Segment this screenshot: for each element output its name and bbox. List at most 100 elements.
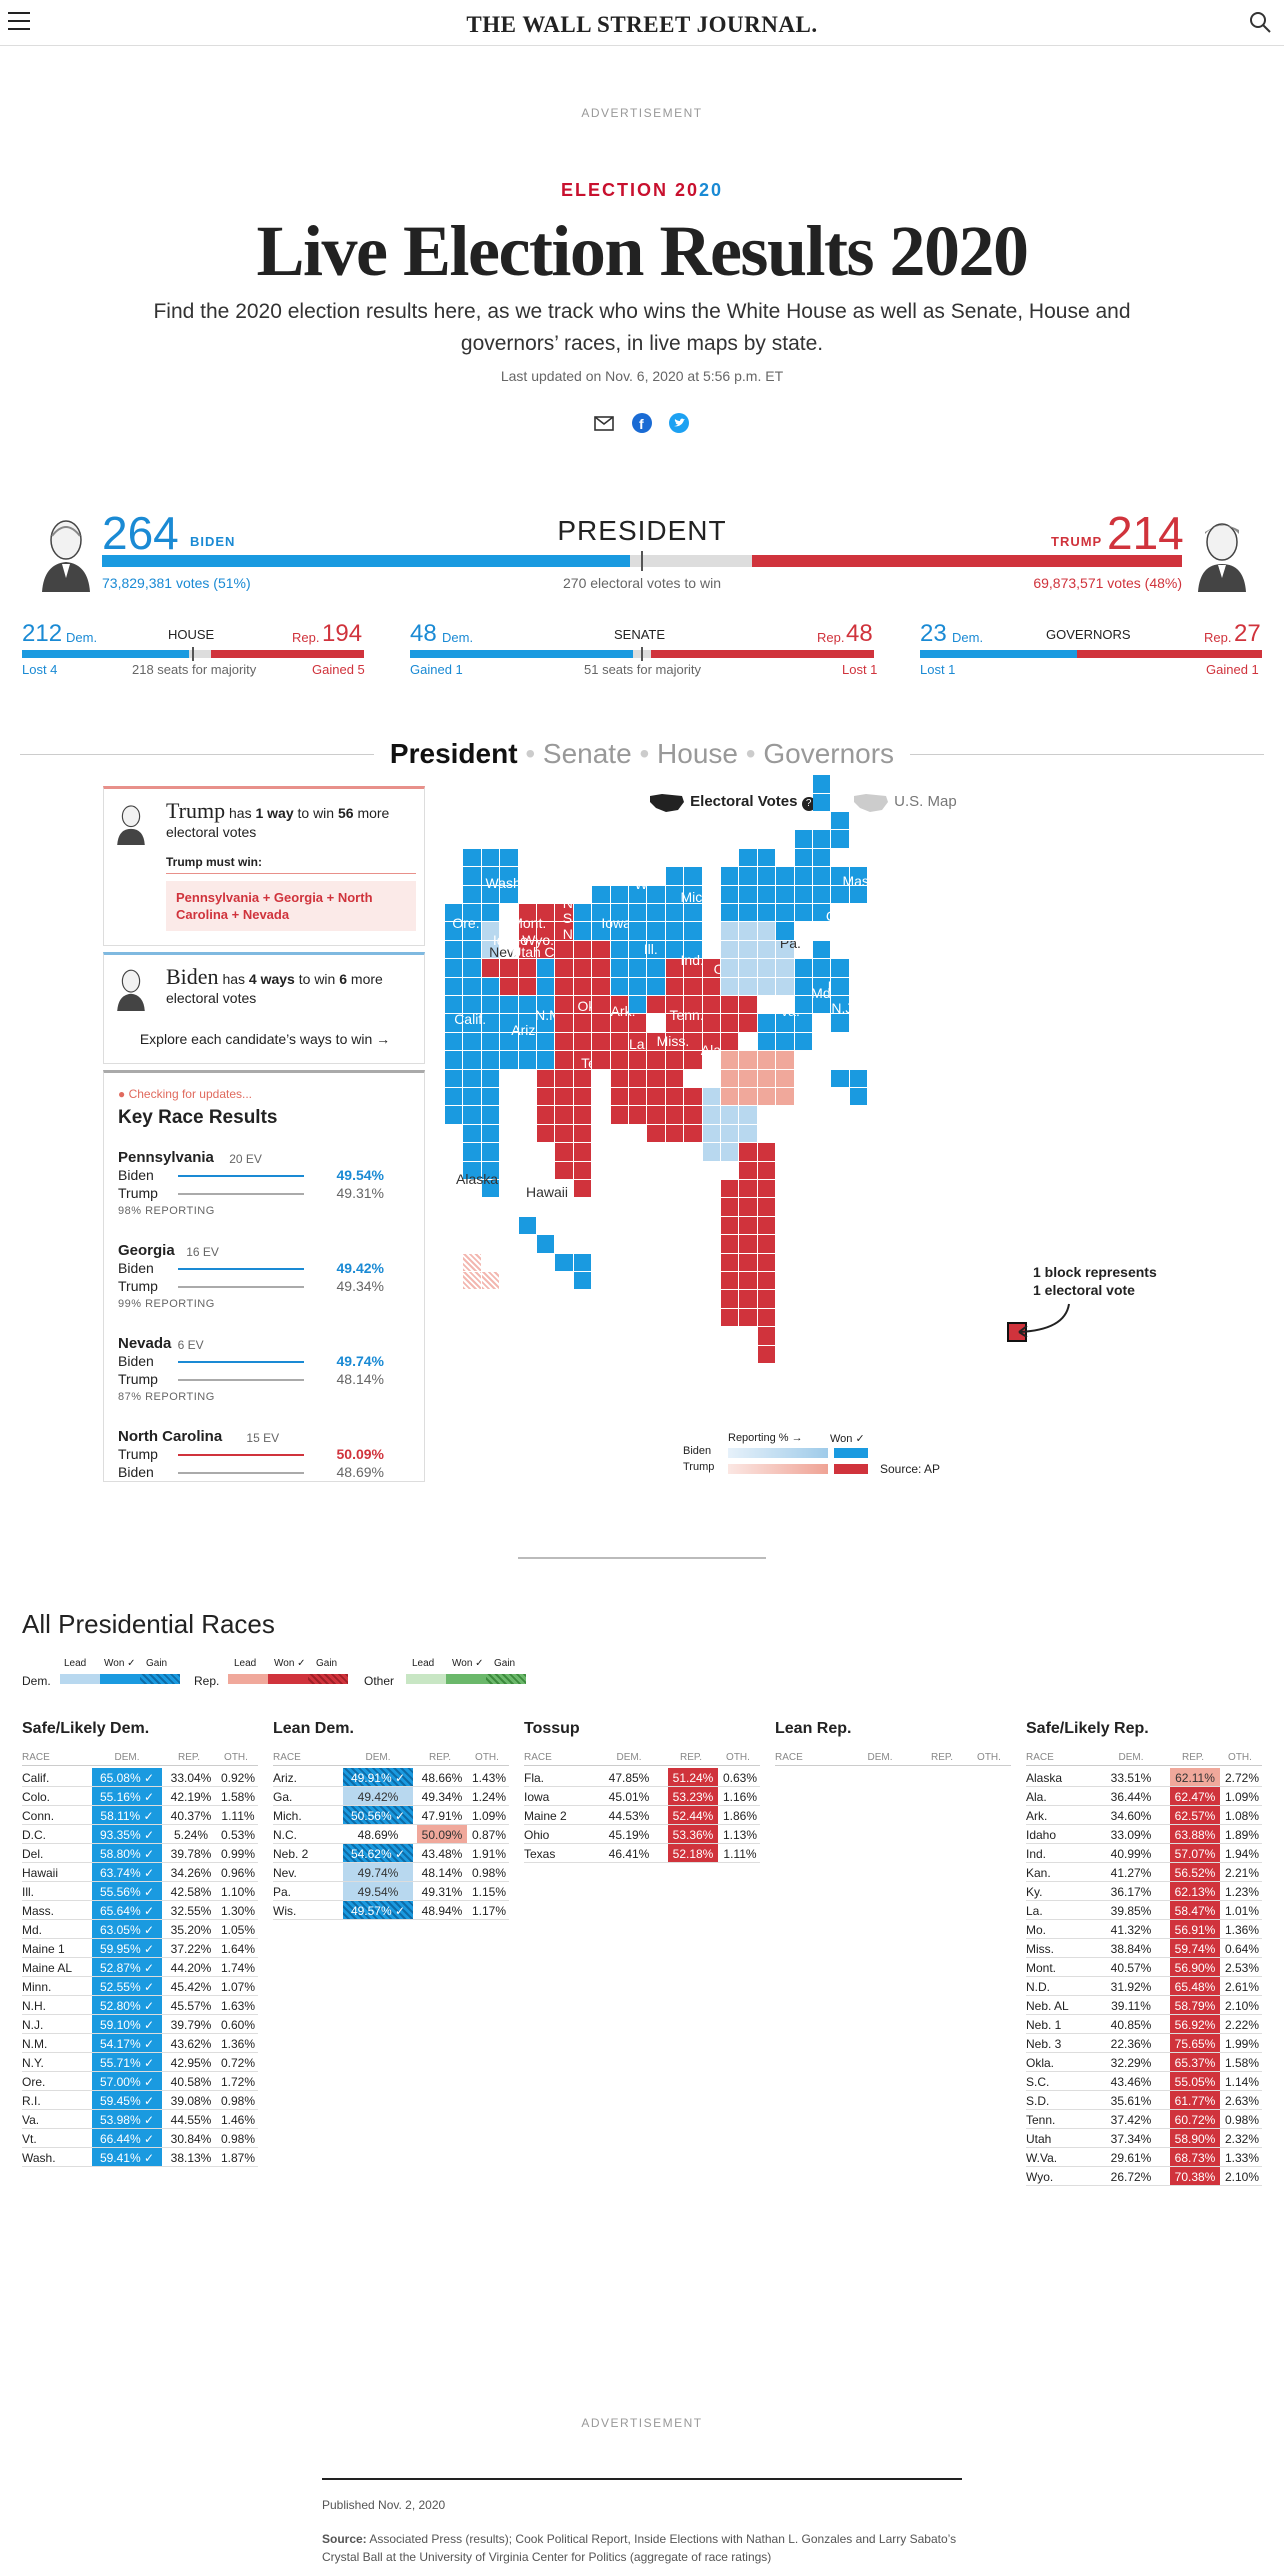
race-row[interactable]: Neb. 1 40.85% 56.92% ✓ 2.22% [1026,2015,1262,2034]
ev-block[interactable] [463,978,481,996]
race-row[interactable]: Ind. 40.99% 57.07% ✓ 1.94% [1026,1844,1262,1863]
state-label[interactable]: Ore. [452,915,479,931]
ev-block[interactable] [482,959,500,977]
race-row[interactable]: Ill. 55.56% ✓ 42.58% 1.10% [22,1882,258,1901]
ev-block[interactable] [813,830,831,848]
state-label[interactable]: R.I. [857,904,879,920]
ev-block[interactable] [555,941,573,959]
race-row[interactable]: W.Va. 29.61% 68.73% ✓ 1.33% [1026,2148,1262,2167]
ev-block[interactable] [647,886,665,904]
ev-block[interactable] [758,904,776,922]
ev-block[interactable] [463,867,481,885]
ev-block[interactable] [795,830,813,848]
ev-block[interactable] [574,1106,592,1124]
ev-block[interactable] [703,996,721,1014]
ev-block[interactable] [758,1309,776,1327]
ev-block[interactable] [445,1051,463,1069]
ev-block[interactable] [795,867,813,885]
ev-block[interactable] [758,1051,776,1069]
ev-block[interactable] [500,1051,518,1069]
ev-block[interactable] [482,1143,500,1161]
ev-block[interactable] [850,1070,868,1088]
ev-block[interactable] [555,1070,573,1088]
race-row[interactable]: Pa. 49.54% 49.31% 1.15% [273,1882,509,1901]
ev-block[interactable] [463,849,481,867]
race-row[interactable]: Ala. 36.44% 62.47% ✓ 1.09% [1026,1787,1262,1806]
ev-block[interactable] [445,1033,463,1051]
ev-block[interactable] [463,1088,481,1106]
race-row[interactable]: Maine 1 59.95% ✓ 37.22% 1.64% [22,1939,258,1958]
ev-block[interactable] [611,1106,629,1124]
ev-block[interactable] [463,1125,481,1143]
ev-block[interactable] [721,1217,739,1235]
ev-block[interactable] [611,941,629,959]
race-row[interactable]: Idaho 33.09% 63.88% ✓ 1.89% [1026,1825,1262,1844]
ev-block[interactable] [537,978,555,996]
ev-block[interactable] [555,1051,573,1069]
ev-block[interactable] [758,886,776,904]
ev-block[interactable] [666,867,684,885]
ev-block[interactable] [739,849,757,867]
ev-block[interactable] [703,978,721,996]
ev-block[interactable] [776,978,794,996]
ev-block[interactable] [555,1162,573,1180]
state-label[interactable]: Ind. [681,952,704,968]
ev-block[interactable] [463,1051,481,1069]
ev-block[interactable] [445,1106,463,1124]
ev-block[interactable] [758,1272,776,1290]
ev-block[interactable] [574,1088,592,1106]
state-label[interactable]: Tenn. [669,1007,703,1023]
ev-block[interactable] [739,922,757,940]
race-row[interactable]: Mo. 41.32% 56.91% ✓ 1.36% [1026,1920,1262,1939]
race-row[interactable]: Maine 2 44.53% 52.44% ✓ 1.86% [524,1806,760,1825]
ev-block[interactable] [739,1180,757,1198]
ev-block[interactable] [739,1254,757,1272]
ev-block[interactable] [611,959,629,977]
ev-block[interactable] [592,1033,610,1051]
ev-block[interactable] [666,1106,684,1124]
ev-block[interactable] [574,1070,592,1088]
ev-block[interactable] [739,1106,757,1124]
ev-block[interactable] [574,1180,592,1198]
ev-block[interactable] [739,1162,757,1180]
race-row[interactable]: Ky. 36.17% 62.13% ✓ 1.23% [1026,1882,1262,1901]
ev-block[interactable] [739,1070,757,1088]
ev-block[interactable] [721,1272,739,1290]
ev-block[interactable] [555,1125,573,1143]
ev-block[interactable] [684,1125,702,1143]
ev-block[interactable] [831,959,849,977]
ev-block[interactable] [813,775,831,793]
race-row[interactable]: Calif. 65.08% ✓ 33.04% 0.92% [22,1768,258,1787]
ev-block[interactable] [721,1235,739,1253]
race-row[interactable]: Ark. 34.60% 62.57% ✓ 1.08% [1026,1806,1262,1825]
ev-block[interactable] [758,978,776,996]
ev-block[interactable] [611,1033,629,1051]
race-row[interactable]: S.C. 43.46% 55.05% ✓ 1.14% [1026,2072,1262,2091]
race-row[interactable]: Tenn. 37.42% 60.72% ✓ 0.98% [1026,2110,1262,2129]
ev-block[interactable] [555,1143,573,1161]
ev-block[interactable] [739,1290,757,1308]
state-label[interactable]: Vt. [831,854,848,870]
ev-block[interactable] [537,1088,555,1106]
ev-block[interactable] [721,1070,739,1088]
ev-block[interactable] [739,904,757,922]
ev-block[interactable] [519,978,537,996]
ev-block[interactable] [611,1088,629,1106]
ev-block[interactable] [721,1143,739,1161]
race-row[interactable]: N.H. 52.80% ✓ 45.57% 1.63% [22,1996,258,2015]
ev-block[interactable] [574,1014,592,1032]
ev-block[interactable] [592,1051,610,1069]
ev-block[interactable] [592,996,610,1014]
ev-block[interactable] [758,1198,776,1216]
race-row[interactable]: Ga. 49.42% 49.34% 1.24% [273,1787,509,1806]
ev-block[interactable] [758,867,776,885]
ev-block[interactable] [611,978,629,996]
race-row[interactable]: Iowa 45.01% 53.23% ✓ 1.16% [524,1787,760,1806]
ev-block[interactable] [574,941,592,959]
ev-block[interactable] [721,1180,739,1198]
ev-block[interactable] [482,1125,500,1143]
ev-block[interactable] [574,904,592,922]
race-row[interactable]: Wash. 59.41% ✓ 38.13% 1.87% [22,2148,258,2167]
ev-block[interactable] [482,1070,500,1088]
ev-block[interactable] [463,941,481,959]
